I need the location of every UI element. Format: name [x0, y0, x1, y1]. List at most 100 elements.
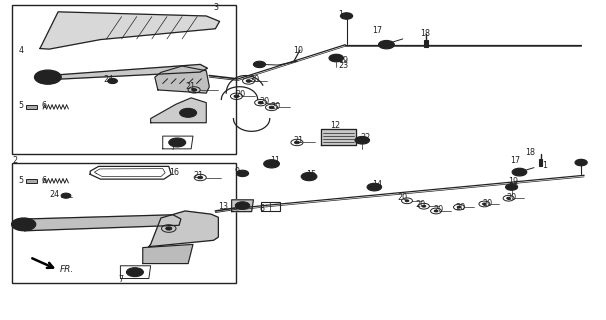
Circle shape [295, 141, 299, 144]
Text: 4: 4 [19, 46, 24, 55]
Text: 20: 20 [250, 75, 260, 84]
Circle shape [240, 172, 245, 175]
Text: 18: 18 [525, 148, 536, 157]
Text: 24: 24 [104, 75, 113, 84]
Circle shape [505, 184, 518, 190]
Text: 19: 19 [338, 56, 348, 65]
Text: 6: 6 [42, 176, 47, 185]
Text: 20: 20 [455, 203, 465, 212]
Circle shape [579, 161, 584, 164]
Circle shape [236, 170, 248, 177]
Circle shape [173, 140, 181, 144]
Text: 20: 20 [482, 199, 492, 208]
Bar [26, 179, 37, 183]
Text: 6: 6 [42, 101, 47, 110]
Text: 7: 7 [170, 143, 175, 152]
Text: 18: 18 [421, 29, 430, 38]
Circle shape [264, 160, 279, 168]
Text: 23: 23 [338, 61, 348, 70]
Circle shape [198, 176, 202, 179]
Text: 9: 9 [234, 167, 239, 176]
Circle shape [35, 70, 61, 84]
Circle shape [301, 172, 317, 181]
Circle shape [253, 61, 265, 68]
Text: 3: 3 [213, 3, 219, 12]
Circle shape [235, 202, 250, 209]
Polygon shape [151, 98, 206, 123]
Circle shape [111, 80, 115, 82]
Text: 20: 20 [506, 193, 516, 202]
Text: 5: 5 [19, 176, 24, 185]
Circle shape [575, 159, 587, 166]
Circle shape [482, 203, 486, 205]
Text: 5: 5 [19, 101, 24, 110]
Text: 20: 20 [270, 102, 281, 111]
Polygon shape [321, 129, 356, 145]
Polygon shape [155, 66, 209, 93]
Circle shape [246, 80, 251, 82]
Polygon shape [231, 200, 253, 212]
Text: 2: 2 [13, 156, 18, 164]
Circle shape [258, 101, 263, 104]
Circle shape [516, 171, 522, 174]
Text: 7: 7 [119, 275, 124, 284]
Circle shape [341, 13, 353, 19]
Circle shape [405, 200, 409, 202]
Circle shape [306, 175, 312, 178]
Circle shape [239, 204, 245, 207]
Circle shape [12, 218, 36, 231]
Text: 21: 21 [293, 136, 304, 145]
Polygon shape [143, 244, 193, 264]
Bar [12, 163, 236, 283]
Text: 1: 1 [542, 161, 547, 170]
Circle shape [269, 106, 274, 109]
Circle shape [359, 139, 365, 142]
Text: 13: 13 [218, 202, 228, 211]
Text: 22: 22 [361, 132, 371, 141]
Circle shape [166, 227, 171, 230]
Text: 17: 17 [372, 26, 382, 35]
Text: 21: 21 [193, 171, 203, 180]
Circle shape [61, 193, 71, 198]
Text: 11: 11 [270, 156, 281, 165]
Text: 16: 16 [169, 168, 179, 177]
Polygon shape [42, 64, 207, 80]
Text: 21: 21 [185, 82, 195, 91]
Circle shape [42, 74, 54, 80]
Circle shape [384, 43, 390, 46]
Circle shape [185, 111, 191, 115]
Circle shape [355, 136, 370, 144]
Circle shape [507, 197, 510, 199]
Circle shape [435, 210, 438, 212]
Text: 12: 12 [330, 121, 341, 130]
Bar [261, 202, 280, 211]
Circle shape [268, 162, 275, 165]
Bar [12, 5, 236, 154]
Circle shape [329, 54, 344, 62]
Circle shape [169, 138, 185, 147]
Circle shape [179, 108, 196, 117]
Text: 20: 20 [235, 90, 245, 99]
Text: 20: 20 [398, 193, 407, 202]
Circle shape [132, 270, 139, 274]
Bar [26, 105, 37, 109]
Circle shape [422, 205, 426, 207]
Bar [539, 159, 542, 166]
Circle shape [191, 89, 196, 91]
Text: 15: 15 [307, 170, 317, 179]
Circle shape [371, 186, 378, 189]
Text: 10: 10 [293, 45, 304, 55]
Polygon shape [40, 12, 219, 49]
Text: 20: 20 [416, 200, 425, 209]
Circle shape [457, 206, 461, 208]
Text: 14: 14 [373, 180, 382, 189]
Text: 20: 20 [259, 97, 270, 106]
Text: 20: 20 [434, 205, 444, 214]
Circle shape [108, 78, 118, 84]
Circle shape [367, 183, 382, 191]
Text: 23: 23 [508, 182, 519, 191]
Text: 8: 8 [259, 204, 264, 213]
Text: 19: 19 [508, 177, 519, 186]
Circle shape [333, 56, 339, 60]
Circle shape [234, 95, 239, 98]
